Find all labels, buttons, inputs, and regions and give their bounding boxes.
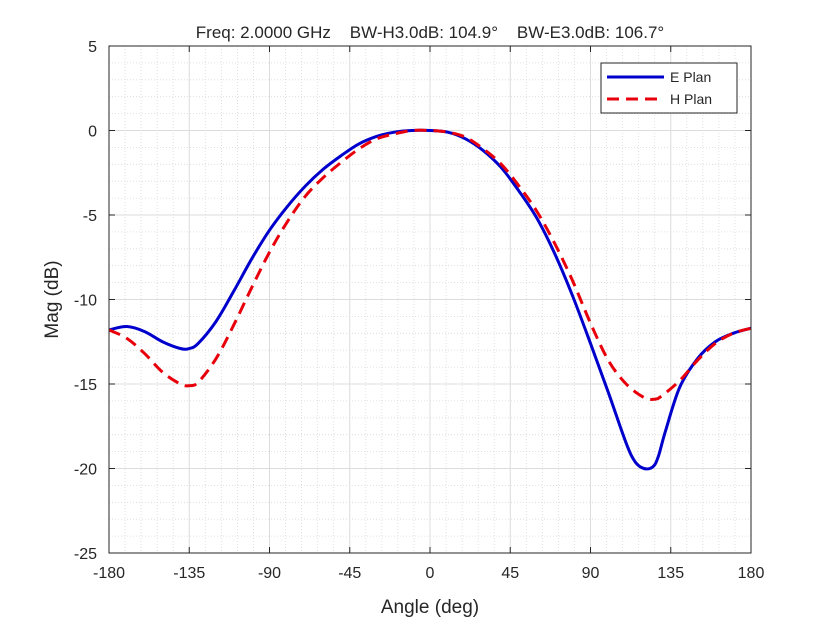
- series-layer: [108, 128, 752, 471]
- x-tick-label: -90: [258, 565, 281, 582]
- legend: E Plan H Plan: [600, 62, 738, 114]
- series-line-h-plan: [108, 128, 752, 401]
- y-tick-label: 5: [88, 39, 97, 56]
- y-tick-label: -15: [74, 377, 97, 394]
- x-tick-label: 135: [657, 565, 684, 582]
- x-tick-label: -45: [338, 565, 361, 582]
- y-tick-label: -20: [74, 462, 97, 479]
- y-tick-label: -10: [74, 293, 97, 310]
- legend-label-e-plan: E Plan: [670, 69, 711, 85]
- y-tick-label: -5: [83, 208, 97, 225]
- series-line-e-plan: [108, 128, 752, 471]
- x-axis-label: Angle (deg): [381, 597, 479, 618]
- y-axis-label: Mag (dB): [42, 260, 63, 338]
- chart-title: Freq: 2.0000 GHz BW-H3.0dB: 104.9° BW-E3…: [196, 23, 664, 42]
- ticks-layer: -180 -135 -90 -45 0 45 90 135 180 5 0 -5 -10 -15 -20 -2…: [74, 39, 765, 582]
- x-tick-label: 45: [501, 565, 519, 582]
- y-tick-label: 0: [88, 124, 97, 141]
- y-tick-label: -25: [74, 546, 97, 563]
- legend-label-h-plan: H Plan: [670, 91, 712, 107]
- legend-box: [600, 62, 738, 114]
- x-tick-label: 0: [426, 565, 435, 582]
- x-tick-label: -135: [173, 565, 205, 582]
- x-tick-label: -180: [93, 565, 125, 582]
- x-tick-label: 90: [582, 565, 600, 582]
- x-tick-label: 180: [738, 565, 765, 582]
